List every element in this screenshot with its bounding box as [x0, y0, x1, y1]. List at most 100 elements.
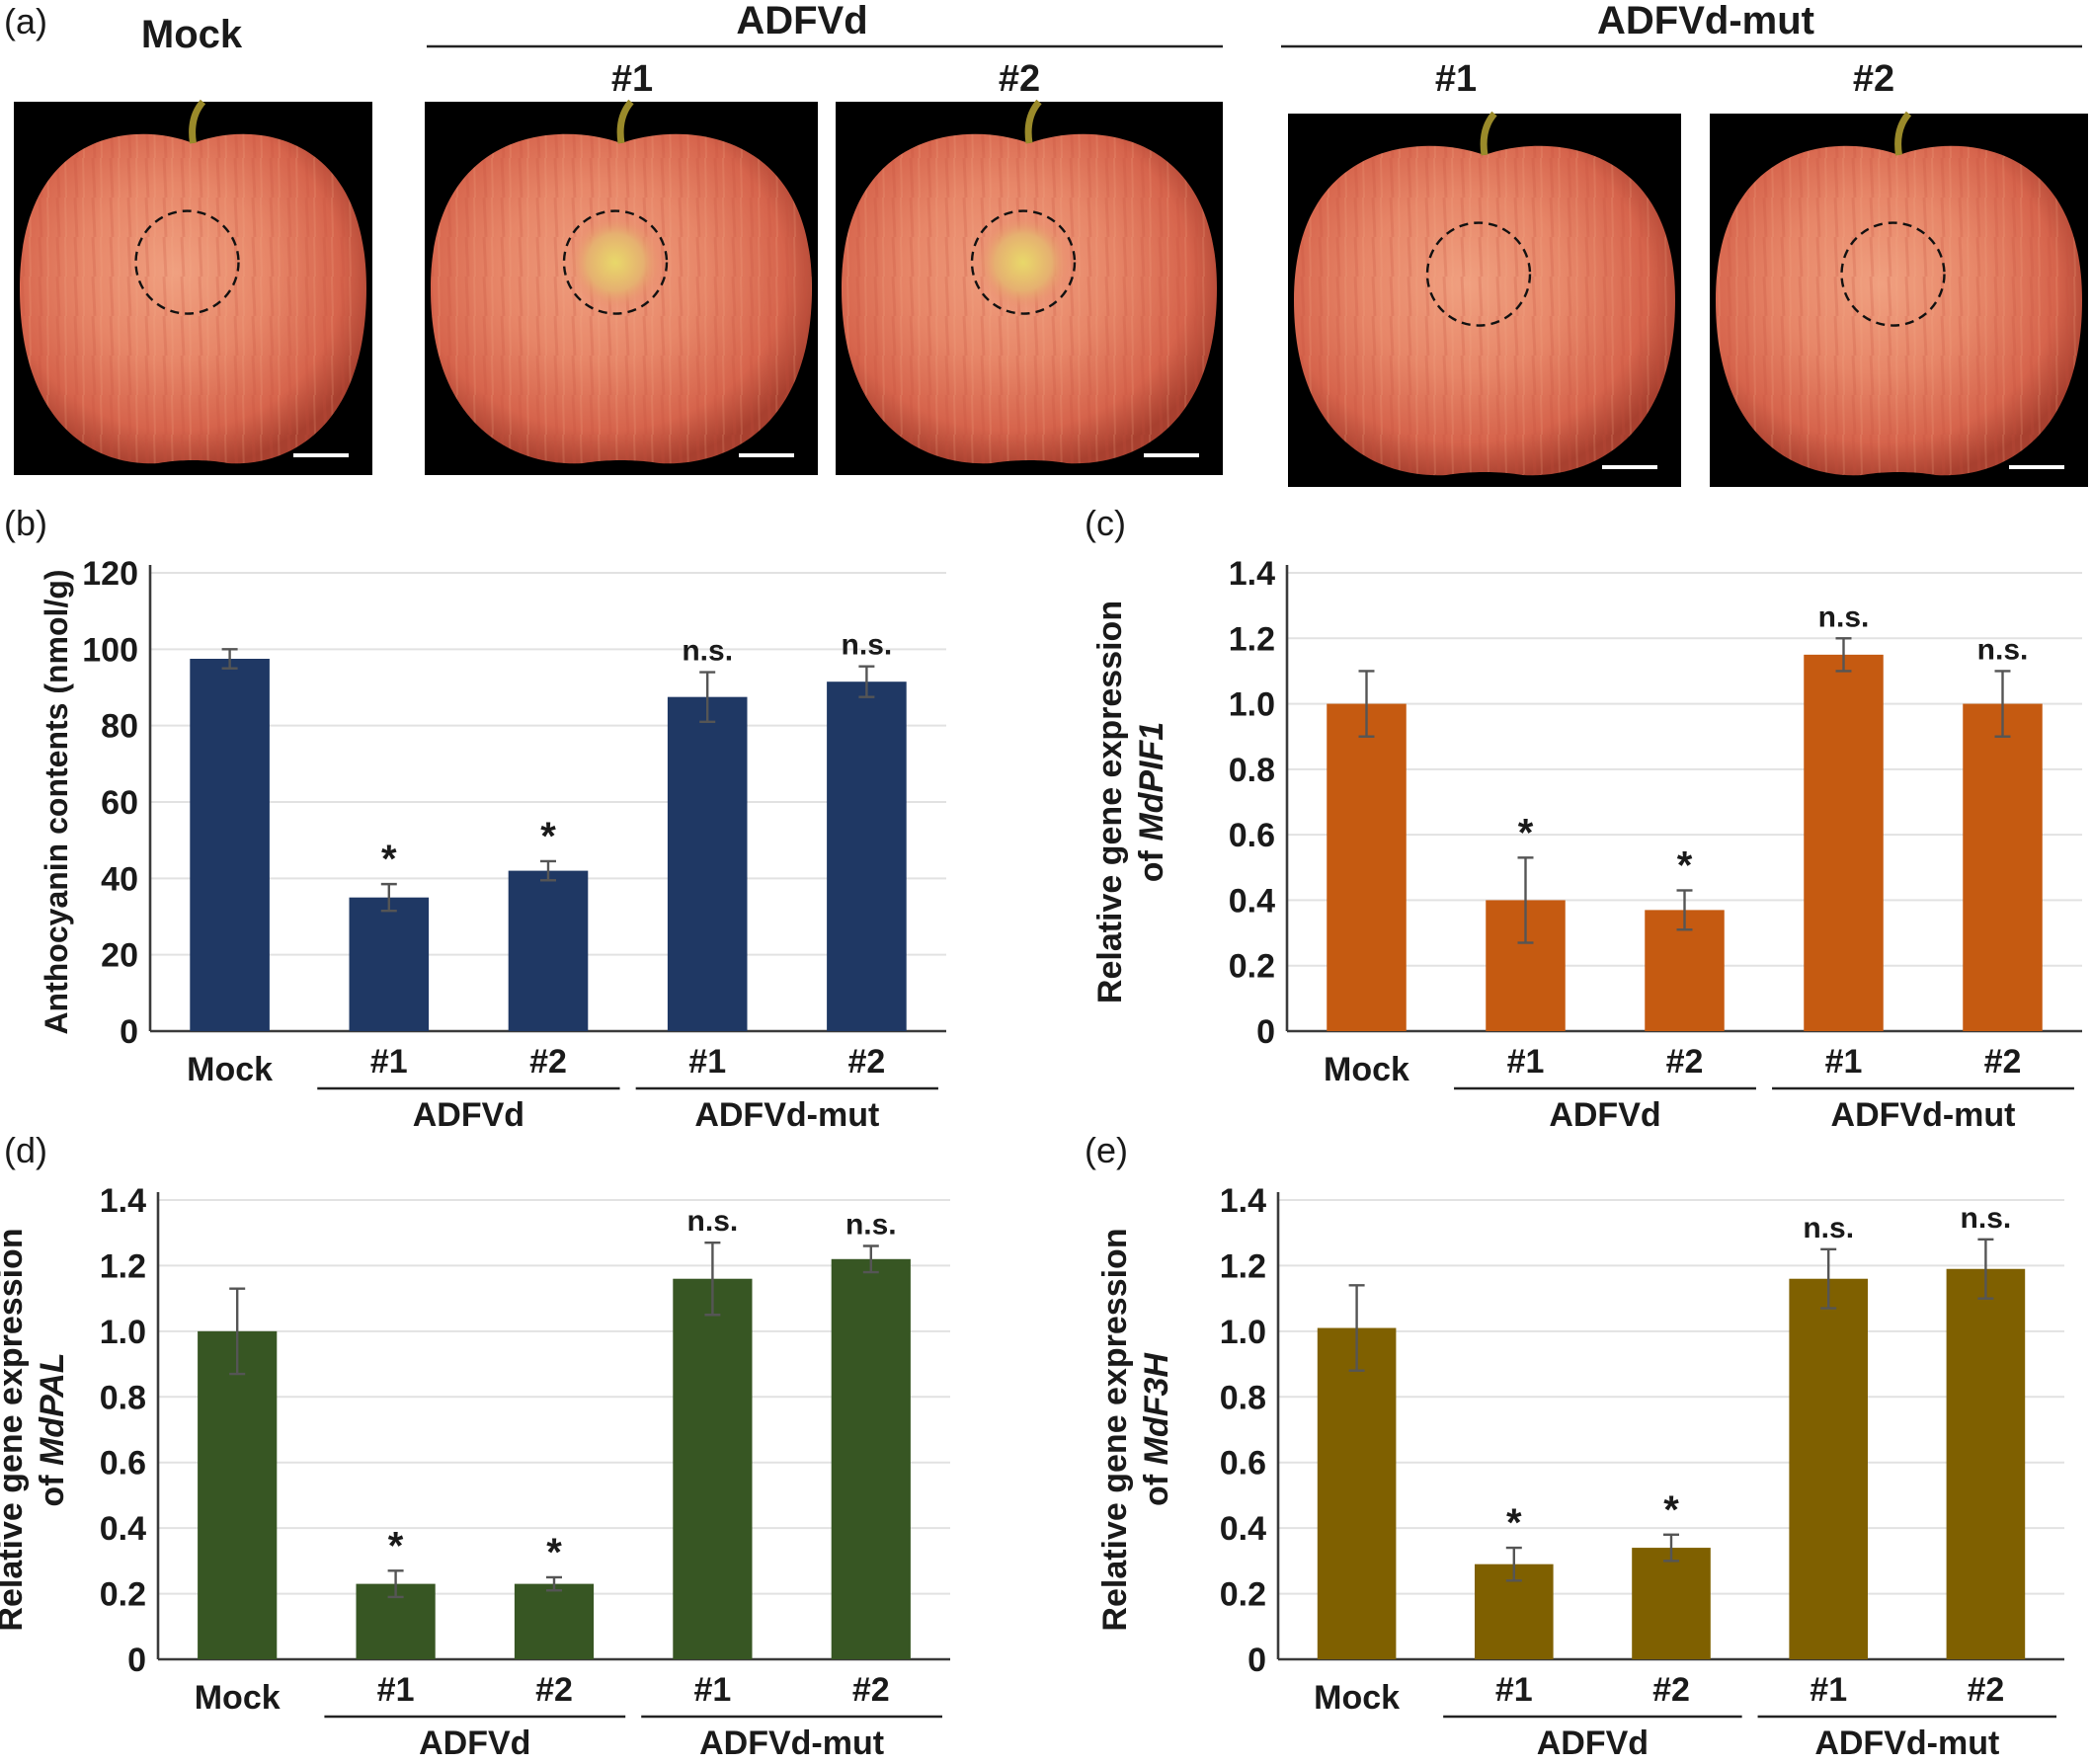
y-tick-label: 1.4	[100, 1182, 146, 1220]
apple-streaks	[20, 133, 366, 464]
y-tick-label: 0	[120, 1013, 138, 1051]
error-bar	[1977, 1238, 1994, 1300]
bar	[1789, 1278, 1868, 1659]
y-tick-label: 0.6	[100, 1445, 146, 1483]
x-tick-label: #2	[847, 1043, 885, 1081]
group-label: ADFVd	[419, 1724, 530, 1762]
x-tick-label: #2	[1967, 1671, 2004, 1709]
inoculation-spot	[976, 214, 1071, 310]
chart-panel-e: (e) 0 0.2 0.4 0.6 0.8 1.0 1.2 1.4 Mock * #1 * #2 n.s. #…	[1085, 1130, 2064, 1762]
bar	[1317, 1327, 1397, 1659]
x-tick-label: #2	[1984, 1043, 2022, 1081]
apple-stem	[189, 99, 206, 144]
y-tick-label: 0.4	[1229, 882, 1275, 920]
adfvd-mut-replicate-2-title: #2	[1853, 58, 1894, 100]
y-axis-label-of: of	[34, 1466, 71, 1507]
group-label: ADFVd-mut	[1831, 1096, 2016, 1134]
group-label: ADFVd	[1549, 1096, 1660, 1134]
y-tick-label: 0.2	[1220, 1576, 1266, 1614]
y-tick-label: 0.8	[1229, 752, 1275, 789]
error-bar	[1358, 670, 1375, 738]
chart-panel-b: (b) 0 20 40 60 80 100 120 Mock * #1 * #2 n.s. #1 n.s. #2…	[4, 503, 946, 1134]
error-bar	[858, 665, 875, 698]
bar	[508, 870, 589, 1031]
error-bar	[221, 648, 238, 670]
y-tick-label: 0.6	[1220, 1445, 1266, 1483]
x-tick-label: #2	[1666, 1043, 1704, 1081]
apple-streaks	[1294, 145, 1675, 476]
y-tick-label: 1.0	[1229, 686, 1275, 724]
x-tick-label: #1	[1810, 1671, 1847, 1709]
adfvd-photo-title: ADFVd	[736, 0, 867, 42]
y-tick-label: 0	[1256, 1013, 1275, 1051]
charts: (b) 0 20 40 60 80 100 120 Mock * #1 * #2 n.s. #1 n.s. #2…	[0, 503, 2082, 1762]
error-bar	[704, 1241, 721, 1317]
y-tick-label: 1.2	[100, 1247, 146, 1285]
group-label: ADFVd	[1537, 1724, 1649, 1762]
error-bar	[1676, 889, 1693, 931]
apple-stem	[1024, 99, 1042, 144]
not-significant-label: n.s.	[1803, 1212, 1854, 1244]
bar	[827, 682, 907, 1031]
x-tick-label: #1	[377, 1671, 415, 1709]
x-tick-label: Mock	[1324, 1051, 1409, 1088]
adfvd-mut-photo-title: ADFVd-mut	[1597, 0, 1814, 42]
significance-mark: *	[381, 838, 397, 881]
group-label: ADFVd-mut	[1814, 1724, 1999, 1762]
y-tick-label: 60	[101, 784, 138, 822]
panel-label: (c)	[1085, 503, 1126, 543]
group-label: ADFVd-mut	[694, 1096, 879, 1134]
y-tick-label: 0.6	[1229, 817, 1275, 854]
group-label: ADFVd	[413, 1096, 524, 1134]
y-tick-label: 1.4	[1229, 555, 1275, 593]
apple-stem	[1894, 111, 1912, 156]
x-tick-label: #1	[1507, 1043, 1545, 1081]
x-tick-label: #1	[370, 1043, 408, 1081]
bar	[1963, 703, 2043, 1031]
error-bar	[387, 1569, 404, 1599]
y-tick-label: 1.2	[1220, 1247, 1266, 1285]
y-axis-label-of: of	[1138, 1465, 1175, 1506]
not-significant-label: n.s.	[687, 1205, 739, 1238]
y-tick-label: 1.2	[1229, 620, 1275, 658]
y-axis-label-of: of	[1133, 842, 1170, 883]
y-tick-label: 1.0	[100, 1314, 146, 1351]
bar	[673, 1278, 753, 1659]
error-bar	[380, 882, 397, 913]
not-significant-label: n.s.	[682, 635, 733, 668]
panel-a: (a) Mock ADFVd ADFVd-mut #1 #2 #1 #2 Moc…	[4, 0, 2088, 487]
bar	[1946, 1268, 2026, 1659]
apple-photo: Mock	[14, 99, 372, 475]
apple-photo: ADFVd-mut #2	[1710, 111, 2088, 487]
y-axis-label-gene-line: of MdF3H	[1138, 1352, 1175, 1506]
error-bar	[540, 859, 556, 882]
bar	[831, 1258, 911, 1659]
bar	[349, 897, 430, 1031]
y-axis-label-gene-line: of MdPAL	[34, 1352, 71, 1506]
y-tick-label: 0	[1247, 1642, 1266, 1679]
y-tick-label: 20	[101, 937, 138, 975]
gene-name: MdF3H	[1138, 1352, 1175, 1466]
x-tick-label: #1	[1825, 1043, 1863, 1081]
gene-name: MdPAL	[34, 1352, 71, 1466]
panel-label: (d)	[4, 1130, 47, 1170]
x-tick-label: #1	[688, 1043, 726, 1081]
apple-streaks	[1716, 145, 2082, 476]
gene-name: MdPIF1	[1133, 722, 1170, 842]
y-tick-label: 0.8	[100, 1379, 146, 1416]
error-bar	[546, 1575, 562, 1592]
bar	[1804, 654, 1884, 1031]
y-axis-label: Relative gene expression	[1096, 1228, 1134, 1631]
error-bar	[1820, 1247, 1837, 1310]
y-tick-label: 40	[101, 860, 138, 898]
bar	[1327, 703, 1407, 1031]
y-tick-label: 120	[82, 555, 138, 593]
y-tick-label: 0.8	[1220, 1379, 1266, 1416]
x-tick-label: #1	[693, 1671, 731, 1709]
x-tick-label: Mock	[195, 1679, 281, 1717]
y-tick-label: 0	[127, 1642, 146, 1679]
apple-photo: ADFVd #2	[836, 99, 1223, 475]
not-significant-label: n.s.	[1818, 601, 1870, 633]
not-significant-label: n.s.	[842, 629, 893, 662]
